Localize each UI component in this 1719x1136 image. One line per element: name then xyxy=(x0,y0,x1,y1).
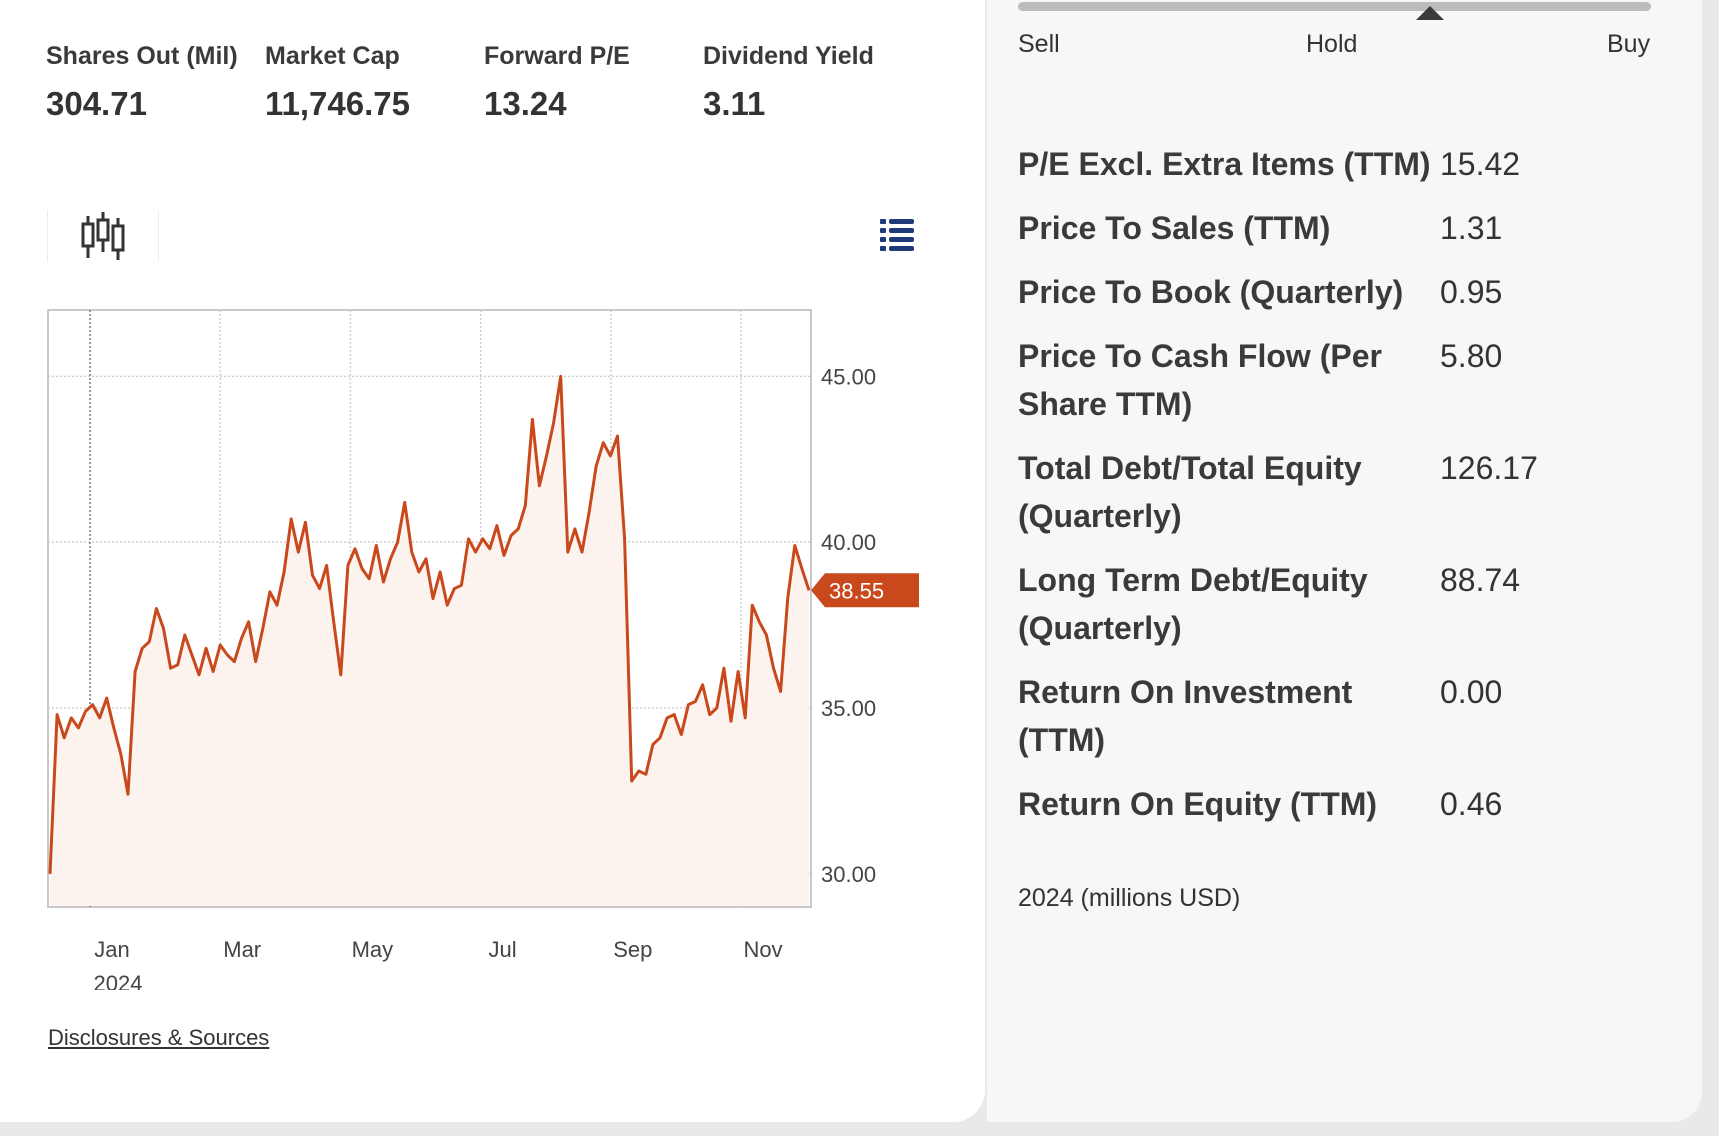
footnote: 2024 (millions USD) xyxy=(1018,884,1241,912)
ratio-row: Price To Sales (TTM) 1.31 xyxy=(1018,204,1698,252)
ratio-name: Price To Book (Quarterly) xyxy=(1018,274,1404,310)
stat-forward-pe: Forward P/E 13.24 xyxy=(484,42,630,123)
ratio-row: Price To Book (Quarterly) 0.95 xyxy=(1018,268,1698,316)
gauge-label-hold: Hold xyxy=(1306,30,1358,58)
ratio-name: P/E Excl. Extra Items (TTM) xyxy=(1018,146,1431,182)
x-year-label: 2024 xyxy=(94,971,143,990)
stat-label: Shares Out (Mil) xyxy=(46,42,238,70)
y-tick-label: 40.00 xyxy=(821,530,876,555)
y-tick-label: 30.00 xyxy=(821,862,876,887)
x-tick-label: Mar xyxy=(223,937,261,962)
last-price-tag: 38.55 xyxy=(811,573,919,608)
ratio-value: 15.42 xyxy=(1440,146,1521,182)
stat-shares-out: Shares Out (Mil) 304.71 xyxy=(46,42,238,123)
analyst-gauge-bar xyxy=(1018,2,1651,11)
x-tick-label: Jan xyxy=(94,937,129,962)
gauge-label-buy: Buy xyxy=(1607,30,1651,58)
y-tick-label: 35.00 xyxy=(821,696,876,721)
ratio-name: Long Term Debt/Equity (Quarterly) xyxy=(1018,562,1368,646)
stat-value: 3.11 xyxy=(703,85,766,122)
stat-value: 304.71 xyxy=(46,85,147,122)
ratio-name: Total Debt/Total Equity (Quarterly) xyxy=(1018,450,1362,534)
ratio-row: Price To Cash Flow (Per Share TTM) 5.80 xyxy=(1018,332,1698,428)
stat-market-cap: Market Cap 11,746.75 xyxy=(265,42,410,123)
ratio-value: 0.00 xyxy=(1440,674,1503,710)
chart-menu-button[interactable] xyxy=(878,216,916,252)
x-tick-label: Jul xyxy=(489,937,517,962)
chart-type-button[interactable] xyxy=(47,210,159,262)
ratio-value: 126.17 xyxy=(1440,450,1538,486)
gauge-label-sell: Sell xyxy=(1018,30,1060,58)
stat-label: Market Cap xyxy=(265,42,400,70)
ratio-row: P/E Excl. Extra Items (TTM) 15.42 xyxy=(1018,140,1698,188)
stat-value: 13.24 xyxy=(484,85,567,122)
ratio-row: Return On Equity (TTM) 0.46 xyxy=(1018,780,1698,828)
ratio-name: Price To Sales (TTM) xyxy=(1018,210,1331,246)
ratio-value: 0.46 xyxy=(1440,786,1503,822)
ratio-value: 5.80 xyxy=(1440,338,1503,374)
stat-dividend-yield: Dividend Yield 3.11 xyxy=(703,42,874,123)
stat-value: 11,746.75 xyxy=(265,85,410,122)
last-price-label: 38.55 xyxy=(829,578,884,603)
stat-label: Forward P/E xyxy=(484,42,630,70)
disclosures-link[interactable]: Disclosures & Sources xyxy=(48,1025,270,1050)
x-tick-label: Nov xyxy=(743,937,782,962)
ratios-card xyxy=(987,0,1702,1122)
price-area-fill xyxy=(50,376,809,906)
x-axis: Jan Mar May Jul Sep Nov xyxy=(94,937,782,962)
ratio-row: Return On Investment (TTM) 0.00 xyxy=(1018,668,1698,764)
candlestick-icon xyxy=(81,212,125,260)
gauge-marker-icon xyxy=(1416,6,1444,20)
y-axis: 45.00 40.00 35.00 30.00 xyxy=(821,364,876,887)
y-tick-label: 45.00 xyxy=(821,364,876,389)
ratio-value: 0.95 xyxy=(1440,274,1503,310)
ratio-row: Long Term Debt/Equity (Quarterly) 88.74 xyxy=(1018,556,1698,652)
list-icon xyxy=(880,219,914,251)
ratio-value: 1.31 xyxy=(1440,210,1503,246)
ratio-name: Return On Investment (TTM) xyxy=(1018,674,1353,758)
x-tick-label: May xyxy=(352,937,394,962)
ratio-list: P/E Excl. Extra Items (TTM) 15.42 Price … xyxy=(1018,140,1698,844)
stat-label: Dividend Yield xyxy=(703,42,874,70)
price-line xyxy=(48,374,811,874)
ratio-name: Return On Equity (TTM) xyxy=(1018,786,1378,822)
ratio-value: 88.74 xyxy=(1440,562,1521,598)
ratio-row: Total Debt/Total Equity (Quarterly) 126.… xyxy=(1018,444,1698,540)
x-tick-label: Sep xyxy=(613,937,652,962)
ratio-name: Price To Cash Flow (Per Share TTM) xyxy=(1018,338,1382,422)
